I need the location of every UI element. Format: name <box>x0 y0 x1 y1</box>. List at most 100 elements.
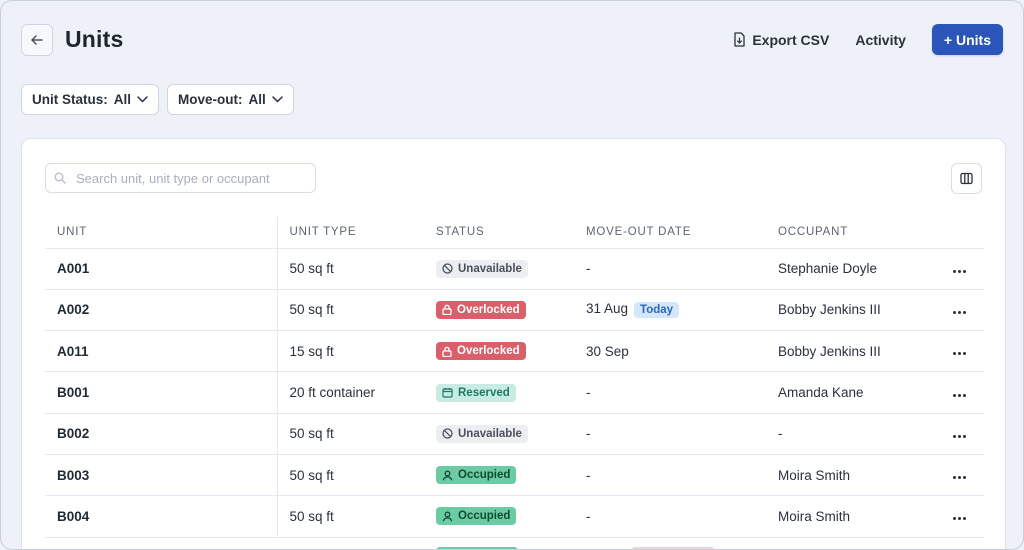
unit-status-filter[interactable]: Unit Status: All <box>21 84 160 115</box>
add-units-button[interactable]: + Units <box>931 24 1003 55</box>
column-header-actions <box>934 217 984 249</box>
move-out-filter-label: Move-out: <box>178 92 243 107</box>
unit-cell: A002 <box>45 289 278 332</box>
unit-status-filter-label: Unit Status: <box>32 92 108 107</box>
occupant-cell: - <box>766 413 934 455</box>
more-actions-icon[interactable] <box>949 348 970 359</box>
status-badge-label: Overlocked <box>457 303 520 316</box>
unit-cell: A001 <box>45 248 278 290</box>
calendar-icon <box>442 388 453 398</box>
unit-type-cell: 15 sq ft <box>277 330 424 373</box>
activity-button[interactable]: Activity <box>855 31 906 48</box>
move-out-date: - <box>586 385 591 401</box>
move-out-date: 31 Aug <box>586 301 629 317</box>
search-icon <box>54 172 66 184</box>
column-header-status[interactable]: STATUS <box>424 217 574 249</box>
more-actions-icon[interactable] <box>949 307 970 318</box>
unit-type-cell: 50 sq ft <box>277 289 424 332</box>
table-row[interactable]: B004 50 sq ft Occupied - Moira Smith <box>45 495 984 538</box>
status-cell: Overlocked <box>424 330 574 373</box>
move-out-filter[interactable]: Move-out: All <box>167 84 294 115</box>
actions-cell <box>934 289 984 332</box>
table-row[interactable]: A002 50 sq ft Overlocked 31 Aug Today Bobby J… <box>45 289 984 332</box>
status-badge: Overlocked <box>436 342 526 361</box>
more-actions-icon[interactable] <box>949 431 970 442</box>
actions-cell <box>934 454 984 497</box>
status-badge-label: Unavailable <box>458 427 522 440</box>
search-input[interactable] <box>76 170 296 186</box>
unit-status-filter-value: All <box>113 92 132 107</box>
chevron-down-icon <box>272 96 283 103</box>
column-header-unit[interactable]: UNIT <box>45 217 278 249</box>
unit-type-cell: 50 sq ft <box>277 248 424 290</box>
occupant-cell: Moira Smith <box>766 495 934 538</box>
table-row[interactable]: B002 50 sq ft Unavailable - - <box>45 413 984 455</box>
unit-cell: A011 <box>45 330 278 373</box>
ban-icon <box>442 428 453 439</box>
arrow-left-icon <box>31 35 43 45</box>
status-badge-label: Unavailable <box>458 262 522 275</box>
unit-type-cell: 20 ft container <box>277 371 424 414</box>
actions-cell <box>934 248 984 290</box>
page-title: Units <box>65 26 124 52</box>
unit-type-cell: 50 sq ft <box>277 454 424 497</box>
filter-bar: Unit Status: All Move-out: All <box>21 84 294 115</box>
table-row[interactable]: A011 15 sq ft Overlocked 30 Sep Bobby Jenkin… <box>45 330 984 373</box>
file-export-icon <box>734 32 745 47</box>
status-badge: Overlocked <box>436 300 526 319</box>
status-cell: Reserved <box>424 371 574 414</box>
unit-cell: B001 <box>45 371 278 414</box>
more-actions-icon[interactable] <box>949 390 970 401</box>
more-actions-icon[interactable] <box>949 513 970 524</box>
status-cell: Unavailable <box>424 413 574 455</box>
unit-type-cell: 50 sq ft <box>277 495 424 538</box>
move-out-date: - <box>586 508 591 524</box>
status-badge-label: Occupied <box>458 469 511 482</box>
status-badge: Reserved <box>436 383 516 402</box>
chevron-down-icon <box>137 96 148 103</box>
actions-cell <box>934 495 984 538</box>
user-icon <box>442 511 453 522</box>
status-badge-label: Occupied <box>458 510 511 523</box>
table-row[interactable]: B003 50 sq ft Occupied - Moira Smith <box>45 454 984 497</box>
unit-type-cell: 50 sq ft <box>277 413 424 455</box>
move-out-date-cell: 30 Sep <box>574 330 766 373</box>
status-cell: Occupied <box>424 495 574 538</box>
back-button[interactable] <box>21 24 53 56</box>
status-cell: Unavailable <box>424 248 574 290</box>
export-csv-button[interactable]: Export CSV <box>725 26 837 54</box>
occupant-cell: Stephanie Doyle <box>766 248 934 290</box>
move-out-date-cell: - <box>574 454 766 497</box>
move-out-date-cell: - <box>574 495 766 538</box>
occupant-cell: Moira Smith <box>766 454 934 497</box>
move-out-filter-value: All <box>248 92 266 107</box>
unit-cell: B003 <box>45 454 278 497</box>
table-row[interactable]: A001 50 sq ft Unavailable - Stephanie Doyle <box>45 248 984 290</box>
lock-icon <box>442 346 452 357</box>
more-actions-icon[interactable] <box>949 266 970 277</box>
column-header-move-out-date[interactable]: MOVE-OUT DATE <box>574 217 766 249</box>
table-row[interactable]: B001 20 ft container Reserved - Amanda Kane <box>45 371 984 414</box>
status-badge: Unavailable <box>436 259 528 278</box>
status-badge: Occupied <box>436 466 517 485</box>
column-header-unit-type[interactable]: UNIT TYPE <box>277 217 424 249</box>
more-actions-icon[interactable] <box>949 472 970 483</box>
status-badge: Unavailable <box>436 424 528 443</box>
move-out-date-cell: 31 Aug Today <box>574 289 766 332</box>
column-settings-button[interactable] <box>951 163 982 194</box>
move-out-date: 30 Sep <box>586 343 629 359</box>
search-box <box>45 163 316 193</box>
unit-cell: B004 <box>45 495 278 538</box>
ban-icon <box>442 263 453 274</box>
header-actions: Export CSV Activity + Units <box>725 24 1003 55</box>
move-out-date: - <box>586 467 591 483</box>
status-cell: Occupied <box>424 454 574 497</box>
actions-cell <box>934 371 984 414</box>
columns-icon <box>960 172 973 185</box>
status-badge: Occupied <box>436 507 517 526</box>
partial-status-badge <box>436 547 518 549</box>
user-icon <box>442 470 453 481</box>
move-out-date-cell: - <box>574 371 766 414</box>
column-header-occupant[interactable]: OCCUPANT <box>766 217 934 249</box>
